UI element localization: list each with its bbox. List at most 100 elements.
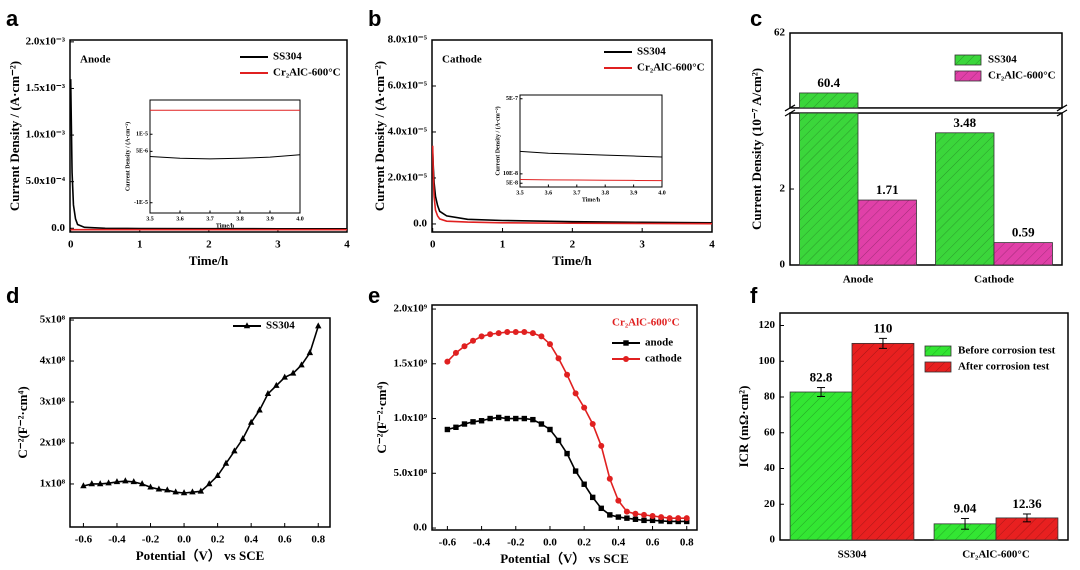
axes: 0.0 5.0x10⁻⁴ 1.0x10⁻³ 1.5x10⁻³ 2.0x10⁻³ 0 1 2 3 4… [7,35,350,268]
y-tick-label: -1E-5 [134,200,148,206]
x-tick-label: 0 [68,239,74,251]
value-label: 12.36 [1012,496,1042,511]
x-tick-label: 0.2 [211,534,225,546]
marker [478,333,485,340]
x-axis-title: Time/h [552,253,592,268]
y-tick-label: 0 [780,259,786,271]
marker [581,481,587,487]
x-tick-label: 1 [500,239,506,251]
x-tick-label: 0.4 [244,534,258,546]
legend-title: Cr₂AlC-600°C [612,317,680,329]
y-axis-title: Current Density / (A·cm⁻²) [372,61,387,211]
series-line [519,150,663,158]
marker [495,330,502,337]
marker [624,515,630,521]
marker [641,517,647,524]
x-tick-label: 2 [570,239,576,251]
y-axis-title: Current Density / (A·cm⁻²) [494,106,501,175]
y-tick-label: 5E-6 [136,149,148,155]
marker [487,415,493,422]
marker [675,515,682,522]
axes: 0.0 5.0x10⁸ 1.0x10⁹ 1.5x10⁹ 2.0x10⁹ -0.6 -0.4 -… [374,303,698,566]
x-tick-label: 3.6 [545,190,553,196]
y-tick-label: 2.0x10⁹ [393,303,427,315]
marker [453,424,459,430]
plot-frame [431,304,698,531]
axis-break [1056,109,1068,117]
x-tick-label: 0.2 [577,537,591,549]
marker [581,404,588,411]
panel-label: b [368,6,381,31]
y-tick-label: 80 [764,391,776,403]
y-tick-label: 3x10⁸ [40,396,66,408]
x-tick-label: 3.7 [206,216,214,222]
marker [615,497,622,504]
marker [564,371,571,378]
y-tick-label: 5E-7 [506,96,518,102]
axes: 0 20 40 60 80 100 120 ICR (mΩ·cm²) [736,312,1069,546]
marker [598,505,604,512]
marker [649,517,656,524]
y-tick-label: 62 [774,27,786,39]
marker [239,435,246,442]
marker [513,415,519,422]
y-axis-title: Current Density / (A·cm⁻²) [7,61,22,211]
error-bar [961,517,970,530]
x-tick-label: 4.0 [658,190,666,196]
marker [521,415,528,422]
x-tick-label: 3.5 [146,216,154,222]
value-label: 82.8 [810,370,833,385]
y-tick-label: 1.0x10⁻³ [26,129,66,141]
y-tick-label: 1.5x10⁹ [393,357,427,369]
y-tick-label: 8.0x10⁻⁵ [388,34,428,46]
legend-label: SS304 [273,51,302,63]
marker [452,349,459,356]
marker [88,480,96,487]
axis-break [784,104,796,112]
marker [623,340,629,346]
x-tick-label: -0.2 [507,537,525,549]
marker [206,480,213,487]
y-tick-label: 1.5x10⁻³ [26,82,66,94]
series-line [447,416,687,523]
marker [478,418,485,424]
annotation: Cathode [442,54,482,66]
marker [222,459,230,466]
marker [264,390,272,397]
marker [606,475,613,482]
bar-lower [799,112,859,266]
bar [857,199,917,266]
x-tick-label: 0.6 [278,534,292,546]
marker [666,515,673,522]
y-axis-title: C⁻²(F⁻²·cm⁴) [15,386,30,458]
marker [281,373,288,380]
marker [649,512,656,519]
marker [315,322,322,329]
marker [564,450,570,457]
marker [130,478,137,485]
x-tick-label: 3.9 [266,216,274,222]
y-tick-label: 6.0x10⁻⁵ [388,80,428,92]
marker [189,488,196,495]
y-tick-label: 2x10⁸ [40,437,66,449]
marker [289,369,297,376]
marker [658,518,664,524]
marker [214,471,221,479]
marker [607,512,613,518]
y-axis-title: Current Density (10⁻⁷ A/cm²) [749,68,764,230]
value-label: 1.71 [876,182,899,197]
marker [306,349,314,356]
marker [546,341,553,348]
marker [256,406,263,413]
value-label: 110 [874,320,893,335]
axis-break [1056,104,1068,112]
legend-label: Cr₂AlC-600°C [988,70,1056,82]
marker [683,515,690,522]
series-line [519,178,663,182]
marker [172,488,179,495]
marker [444,358,451,365]
marker [529,330,536,337]
panel-label: d [6,283,19,308]
x-tick-label: 4.0 [296,216,304,222]
